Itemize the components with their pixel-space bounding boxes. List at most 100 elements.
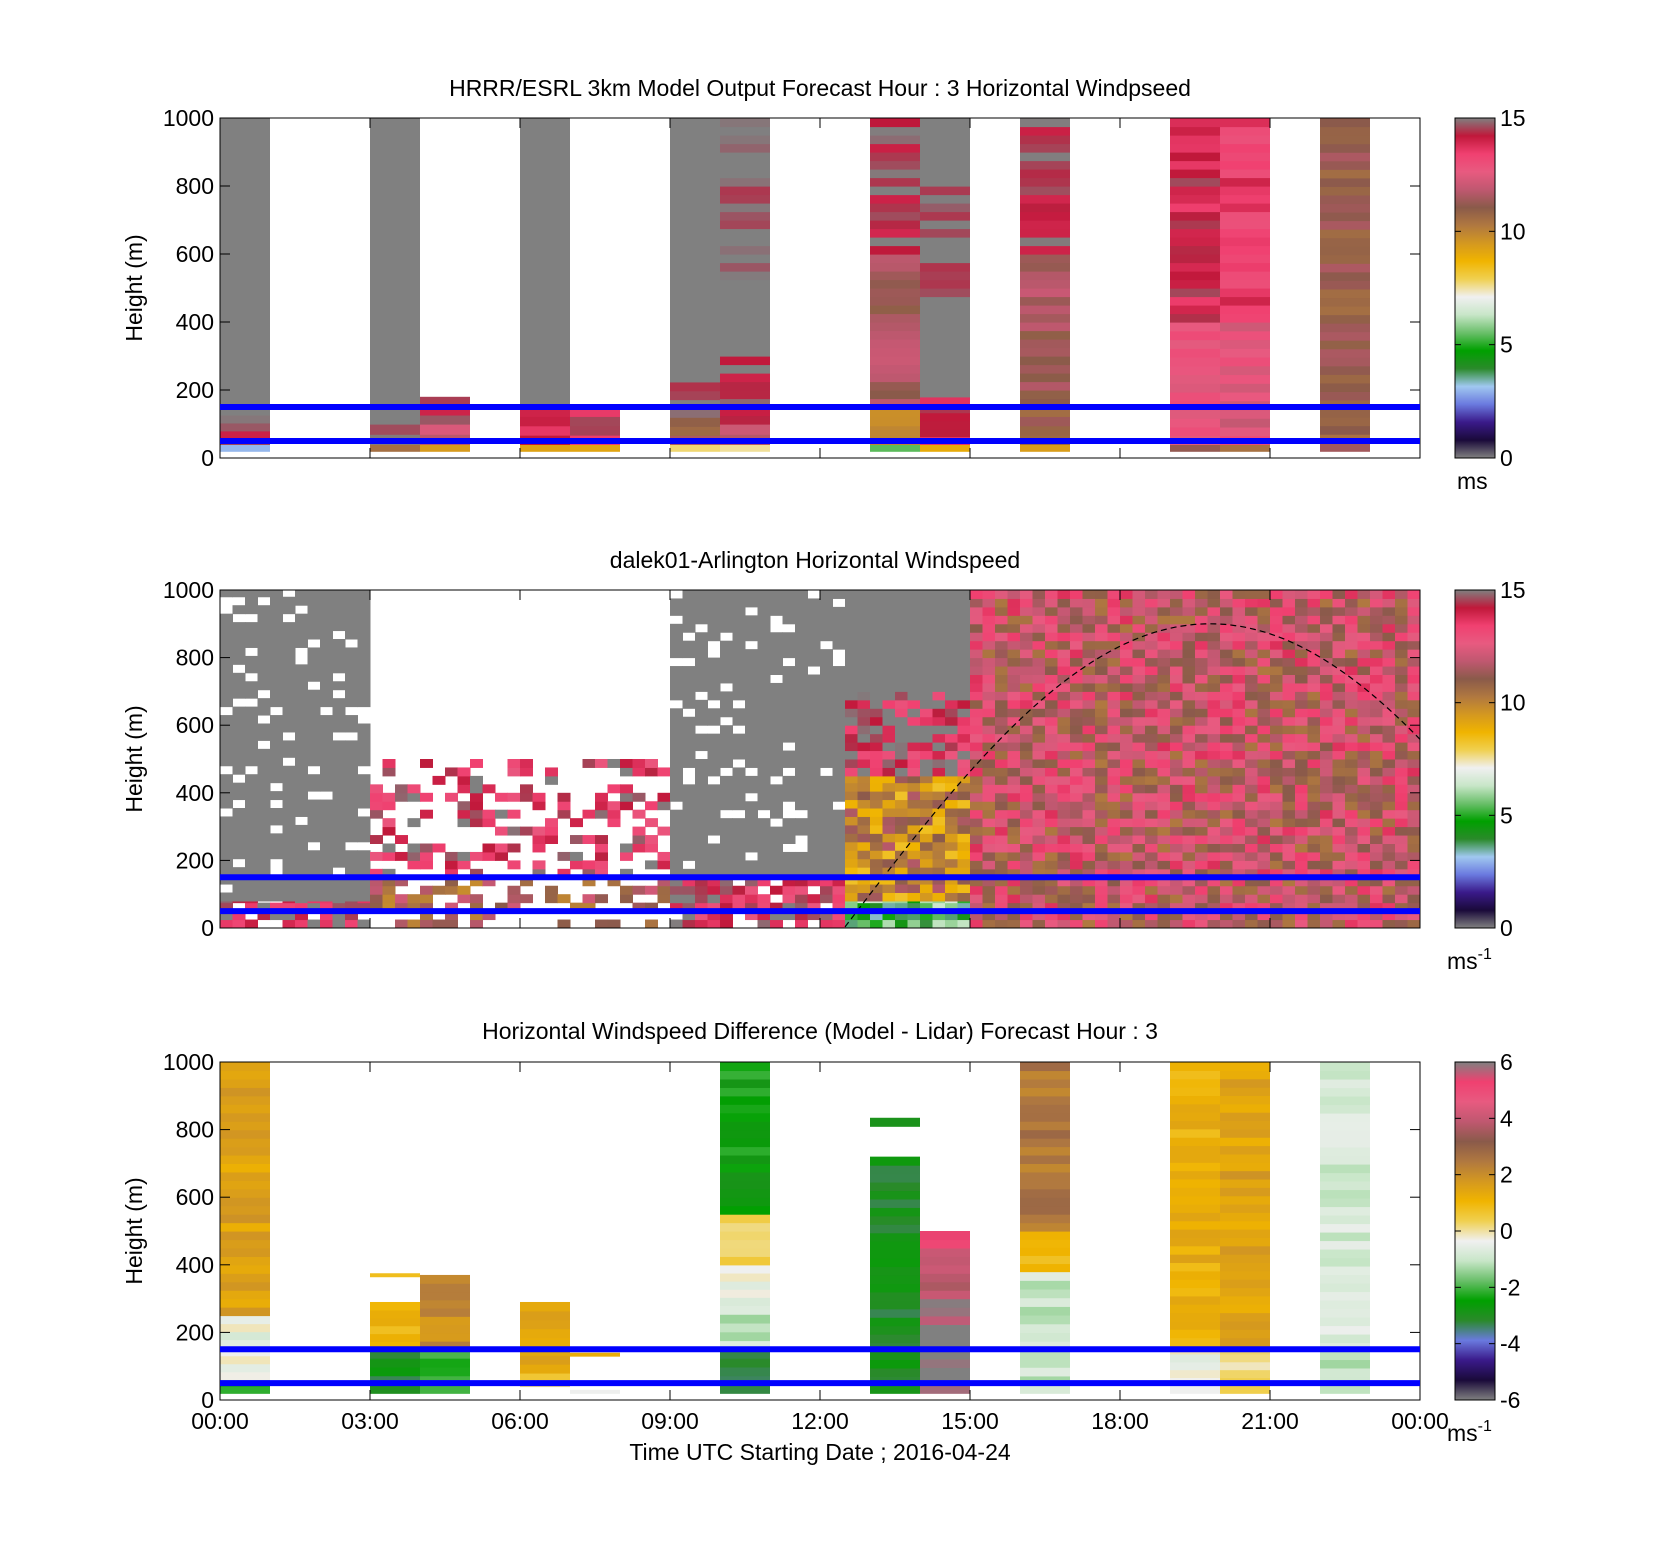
heatmap-cell [1320,809,1333,819]
heatmap-cell [670,902,683,912]
heatmap-cell [1220,1312,1270,1322]
heatmap-cell [1232,657,1246,667]
heatmap-cell [1082,919,1096,929]
heatmap-cell [970,843,983,853]
heatmap-cell [332,681,346,691]
heatmap-cell [732,708,746,718]
heatmap-cell [1207,725,1221,735]
heatmap-cell [870,339,920,349]
heatmap-cell [1382,691,1396,701]
heatmap-cell [332,858,346,868]
heatmap-cell [1182,733,1196,743]
heatmap-cell [920,203,970,213]
heatmap-cell [220,1112,270,1122]
heatmap-cell [1120,775,1133,785]
heatmap-cell [995,691,1008,701]
heatmap-cell [1145,835,1158,844]
heatmap-cell [732,742,746,752]
heatmap-cell [245,892,258,902]
heatmap-cell [1057,775,1071,785]
heatmap-cell [820,877,833,887]
heatmap-cell [1120,767,1133,777]
heatmap-cell [1045,868,1058,878]
heatmap-cell [770,835,783,844]
heatmap-cell [1232,835,1246,844]
heatmap-cell [982,885,996,895]
heatmap-cell [1020,818,1033,828]
heatmap-cell [720,1272,770,1282]
heatmap-cell [1182,640,1196,650]
heatmap-cell [807,649,821,659]
heatmap-cell [1320,237,1370,247]
heatmap-cell [1145,809,1158,819]
heatmap-cell [857,808,871,817]
heatmap-cell [1320,280,1370,290]
heatmap-cell [720,919,733,929]
heatmap-cell [1332,716,1346,726]
heatmap-cell [1007,801,1021,811]
heatmap-cell [1157,860,1171,870]
heatmap-cell [270,774,283,784]
heatmap-cell [220,177,270,187]
heatmap-cell [1345,818,1358,828]
heatmap-cell [1407,708,1421,718]
heatmap-cell [1020,1263,1070,1273]
heatmap-cell [907,750,921,760]
heatmap-cell [1082,784,1096,794]
heatmap-cell [1107,801,1121,811]
colorbar-tick-label: 15 [1500,577,1526,603]
heatmap-cell [1057,868,1071,878]
heatmap-cell [320,816,333,826]
heatmap-cell [595,759,608,768]
heatmap-cell [1245,885,1258,895]
heatmap-cell [895,699,908,709]
heatmap-cell [1157,699,1171,709]
heatmap-cell [882,808,896,817]
heatmap-cell [1020,237,1070,247]
heatmap-cell [1357,725,1371,735]
heatmap-cell [595,835,608,844]
heatmap-cell [220,715,233,725]
heatmap-cell [1170,733,1183,743]
heatmap-cell [245,655,258,665]
heatmap-cell [720,1231,770,1241]
heatmap-cell [957,833,971,843]
heatmap-cell [832,894,846,904]
heatmap-cell [245,841,258,851]
heatmap-cell [1007,699,1021,709]
heatmap-cell [1307,708,1321,718]
heatmap-cell [220,160,270,170]
heatmap-cell [1095,894,1108,904]
heatmap-cell [1045,623,1058,633]
heatmap-cell [982,894,996,904]
heatmap-cell [695,919,708,929]
heatmap-cell [457,801,471,811]
heatmap-cell [470,801,483,811]
heatmap-cell [570,1389,620,1394]
heatmap-cell [1332,708,1346,718]
heatmap-cell [832,877,846,887]
heatmap-cell [1032,860,1046,870]
heatmap-cell [1407,801,1421,811]
heatmap-cell [595,792,608,802]
heatmap-cell [1370,691,1383,701]
heatmap-cell [795,826,808,836]
heatmap-cell [1282,843,1296,853]
heatmap-cell [1220,1137,1270,1147]
heatmap-cell [220,1298,270,1308]
heatmap-cell [345,689,358,699]
heatmap-cell [507,792,521,802]
heatmap-cell [1170,356,1220,367]
heatmap-cell [245,715,258,725]
heatmap-cell [995,809,1008,819]
heatmap-cell [1120,902,1133,912]
heatmap-cell [1082,691,1096,701]
heatmap-cell [795,649,808,659]
heatmap-cell [245,799,258,809]
heatmap-cell [682,666,696,675]
heatmap-cell [1070,902,1083,912]
heatmap-cell [820,725,833,735]
heatmap-cell [270,630,283,640]
heatmap-cell [1095,615,1108,625]
heatmap-cell [1007,674,1021,684]
